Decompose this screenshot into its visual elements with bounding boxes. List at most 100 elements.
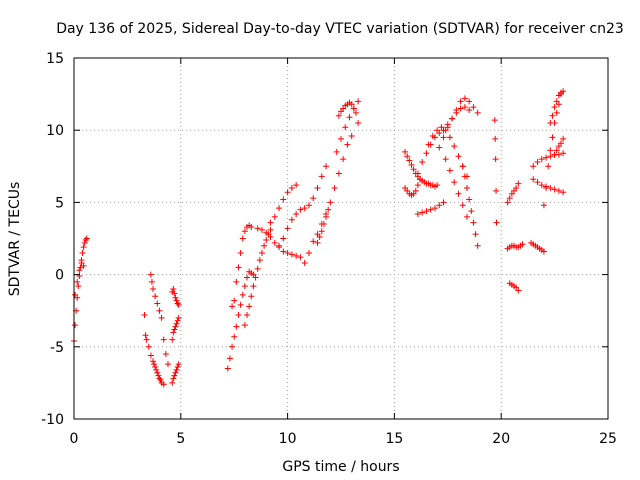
data-point xyxy=(342,124,349,131)
data-point xyxy=(414,182,421,189)
data-point xyxy=(158,314,165,321)
y-tick-label: -10 xyxy=(41,412,64,428)
y-tick-label: -5 xyxy=(50,340,64,356)
data-point xyxy=(547,153,554,160)
data-point xyxy=(515,180,522,187)
data-point xyxy=(530,176,537,183)
data-point xyxy=(551,151,558,158)
data-point xyxy=(551,104,558,111)
data-point xyxy=(152,364,159,371)
data-point xyxy=(506,195,513,202)
data-point xyxy=(555,187,562,194)
data-point xyxy=(239,291,246,298)
data-point xyxy=(464,213,471,220)
data-point xyxy=(331,184,338,191)
data-point xyxy=(147,352,154,359)
data-point xyxy=(451,179,458,186)
data-point xyxy=(346,114,353,121)
data-point xyxy=(538,156,545,163)
data-point xyxy=(248,223,255,230)
data-point xyxy=(530,163,537,170)
data-point xyxy=(314,184,321,191)
data-point xyxy=(515,287,522,294)
data-point xyxy=(157,377,164,384)
data-point xyxy=(258,226,265,233)
data-point xyxy=(72,322,79,329)
data-point xyxy=(76,267,83,274)
data-point xyxy=(284,225,291,232)
data-point xyxy=(310,238,317,245)
data-point xyxy=(153,366,160,373)
data-point xyxy=(436,202,443,209)
data-point xyxy=(348,101,355,108)
data-point xyxy=(560,135,567,142)
data-point xyxy=(254,225,261,232)
data-point xyxy=(453,106,460,113)
data-point xyxy=(323,213,330,220)
data-point xyxy=(534,158,541,165)
data-point xyxy=(258,249,265,256)
data-point xyxy=(142,332,149,339)
data-point xyxy=(436,144,443,151)
data-point xyxy=(474,109,481,116)
data-point xyxy=(293,252,300,259)
data-point xyxy=(156,307,163,314)
data-point xyxy=(519,241,526,248)
data-point xyxy=(175,314,182,321)
data-point xyxy=(263,236,270,243)
data-point xyxy=(271,239,278,246)
data-point xyxy=(543,154,550,161)
data-point xyxy=(74,278,81,285)
data-point xyxy=(288,216,295,223)
data-point xyxy=(540,202,547,209)
data-point xyxy=(318,173,325,180)
data-point xyxy=(82,236,89,243)
data-point xyxy=(551,186,558,193)
data-point xyxy=(244,312,251,319)
data-point xyxy=(549,112,556,119)
data-point xyxy=(241,228,248,235)
data-point xyxy=(431,205,438,212)
data-point xyxy=(263,229,270,236)
data-point xyxy=(164,361,171,368)
data-point xyxy=(419,209,426,216)
data-point xyxy=(226,355,233,362)
data-point xyxy=(457,105,464,112)
data-point xyxy=(350,105,357,112)
data-point xyxy=(305,202,312,209)
data-point xyxy=(466,106,473,113)
data-point xyxy=(173,366,180,373)
data-point xyxy=(248,293,255,300)
data-point xyxy=(171,290,178,297)
y-tick-label: 10 xyxy=(46,123,64,139)
data-point xyxy=(492,156,499,163)
data-point xyxy=(276,242,283,249)
data-point xyxy=(152,293,159,300)
data-point xyxy=(461,173,468,180)
data-point xyxy=(446,134,453,141)
y-tick-label: 15 xyxy=(46,51,64,67)
data-point xyxy=(239,235,246,242)
data-point xyxy=(410,166,417,173)
data-point xyxy=(474,242,481,249)
y-tick-label: 0 xyxy=(55,268,64,284)
data-point xyxy=(543,184,550,191)
data-point xyxy=(154,369,161,376)
data-point xyxy=(560,88,567,95)
x-tick-label: 10 xyxy=(279,431,297,447)
data-point xyxy=(235,312,242,319)
data-point xyxy=(80,244,87,251)
data-point xyxy=(545,163,552,170)
data-point xyxy=(464,184,471,191)
data-point xyxy=(333,148,340,155)
data-point xyxy=(442,156,449,163)
data-point xyxy=(170,286,177,293)
data-point xyxy=(241,322,248,329)
data-point xyxy=(434,127,441,134)
data-point xyxy=(156,375,163,382)
data-point xyxy=(83,235,90,242)
data-point xyxy=(344,141,351,148)
data-point xyxy=(267,234,274,241)
data-point xyxy=(171,326,178,333)
